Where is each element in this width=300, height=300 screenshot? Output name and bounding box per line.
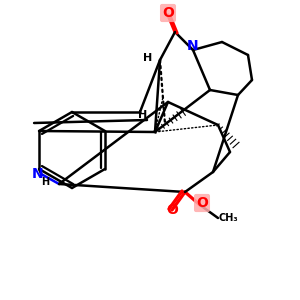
Text: H: H: [143, 53, 153, 63]
Text: CH₃: CH₃: [218, 213, 238, 223]
Text: H: H: [41, 177, 49, 187]
Text: O: O: [196, 196, 208, 210]
Text: O: O: [166, 203, 178, 217]
Text: H: H: [138, 110, 148, 120]
Text: N: N: [31, 167, 43, 181]
Text: N: N: [187, 39, 199, 53]
Text: O: O: [162, 6, 174, 20]
